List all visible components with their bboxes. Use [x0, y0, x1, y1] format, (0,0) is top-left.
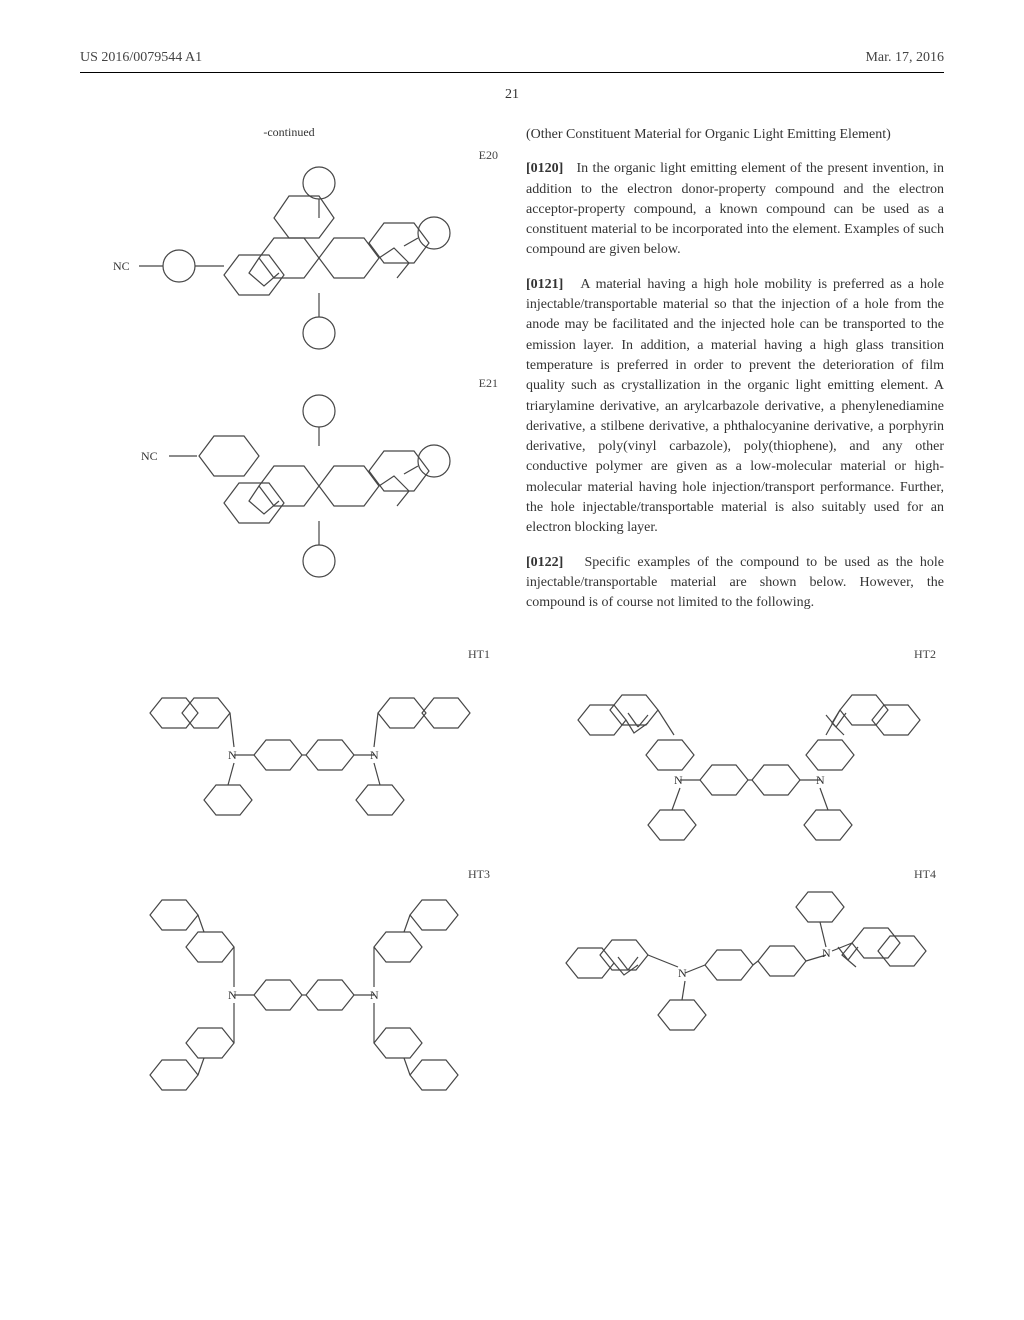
- compound-ht2: HT2: [526, 647, 944, 855]
- compound-ht3: HT3: [80, 867, 498, 1105]
- paragraph-text: Specific examples of the compound to be …: [526, 555, 944, 611]
- paragraph-text: In the organic light emitting element of…: [526, 161, 944, 257]
- ht-row-2: HT3: [80, 867, 944, 1105]
- compound-e20: E20: [80, 148, 498, 358]
- upper-columns: -continued E20: [80, 125, 944, 627]
- page-header: US 2016/0079544 A1 Mar. 17, 2016: [80, 50, 944, 66]
- molecule-diagram: N N: [80, 867, 498, 1105]
- compound-e21: E21: [80, 376, 498, 586]
- paragraph-number: [0121]: [526, 277, 563, 292]
- molecule-diagram: N N: [526, 647, 944, 855]
- paragraph-text: A material having a high hole mobility i…: [526, 277, 944, 536]
- paragraph-number: [0120]: [526, 161, 563, 176]
- paragraph-number: [0122]: [526, 555, 563, 570]
- compound-ht1: HT1: [80, 647, 498, 855]
- molecule-diagram: N N: [526, 867, 944, 1045]
- svg-text:N: N: [370, 748, 379, 762]
- molecule-diagram: NC: [80, 148, 498, 358]
- paragraph-0121: [0121] A material having a high hole mob…: [526, 275, 944, 539]
- publication-date: Mar. 17, 2016: [865, 50, 944, 66]
- nc-label: NC: [113, 259, 130, 273]
- paragraph-0120: [0120] In the organic light emitting ele…: [526, 159, 944, 260]
- svg-text:N: N: [228, 988, 237, 1002]
- left-column: -continued E20: [80, 125, 498, 627]
- svg-text:N: N: [816, 773, 825, 787]
- header-rule: [80, 72, 944, 73]
- right-column: (Other Constituent Material for Organic …: [526, 125, 944, 627]
- compound-label: HT1: [468, 647, 490, 662]
- compound-label: E21: [479, 376, 498, 391]
- compound-ht4: HT4: [526, 867, 944, 1105]
- svg-text:N: N: [228, 748, 237, 762]
- ht-compound-grid: HT1: [80, 647, 944, 1105]
- nc-label: NC: [141, 449, 158, 463]
- molecule-diagram: NC: [80, 376, 498, 586]
- ht-row-1: HT1: [80, 647, 944, 855]
- page-number: 21: [80, 87, 944, 103]
- compound-label: HT4: [914, 867, 936, 882]
- continued-label: -continued: [80, 125, 498, 140]
- svg-text:N: N: [678, 966, 687, 980]
- svg-text:N: N: [822, 946, 831, 960]
- publication-number: US 2016/0079544 A1: [80, 50, 202, 66]
- compound-label: HT2: [914, 647, 936, 662]
- compound-label: E20: [479, 148, 498, 163]
- molecule-diagram: N N: [80, 647, 498, 845]
- compound-label: HT3: [468, 867, 490, 882]
- svg-text:N: N: [674, 773, 683, 787]
- svg-text:N: N: [370, 988, 379, 1002]
- section-heading: (Other Constituent Material for Organic …: [526, 125, 944, 145]
- paragraph-0122: [0122] Specific examples of the compound…: [526, 553, 944, 614]
